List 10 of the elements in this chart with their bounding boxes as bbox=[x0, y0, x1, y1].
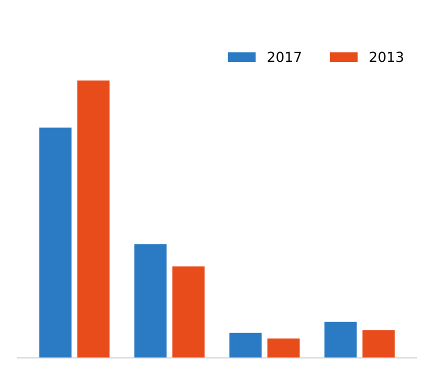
bar bbox=[172, 266, 205, 358]
legend-label: 2017 bbox=[268, 52, 301, 62]
bar bbox=[39, 128, 72, 358]
bar bbox=[229, 332, 262, 358]
bar bbox=[134, 244, 167, 358]
bar bbox=[362, 330, 395, 358]
bar bbox=[324, 322, 357, 358]
legend-label: 2013 bbox=[370, 52, 404, 62]
bar bbox=[267, 338, 300, 358]
bar bbox=[77, 80, 110, 358]
